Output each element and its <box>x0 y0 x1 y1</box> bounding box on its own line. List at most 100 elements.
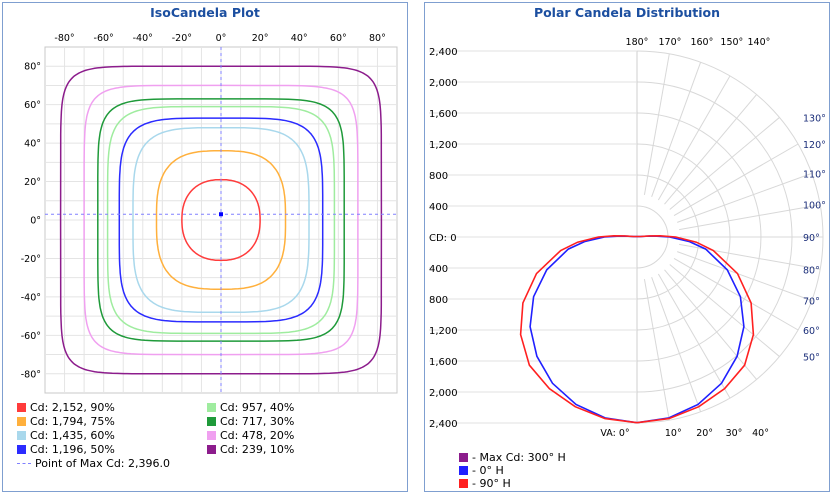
polar-right-angle: 100° <box>803 201 826 212</box>
iso-legend-item: Cd: 1,435, 60% <box>17 429 115 442</box>
iso-y-tick: 20° <box>24 177 41 188</box>
polar-curve-2 <box>519 234 755 424</box>
iso-x-tick: -60° <box>94 33 114 44</box>
polar-bottom-angle: VA: 0° <box>600 428 629 439</box>
polar-grid-spoke <box>643 53 670 195</box>
polar-chart: 2,400 2,000 1,600 1,200 800 400 CD: 0 400 800 1,2… <box>429 37 826 439</box>
iso-y-tick: -20° <box>21 254 41 265</box>
polar-top-angle: 140° <box>748 37 771 48</box>
polar-right-angle: 130° <box>803 113 826 124</box>
legend-swatch <box>207 417 216 426</box>
legend-swatch <box>459 479 468 488</box>
iso-y-tick: 0° <box>30 216 41 227</box>
polar-grid-spoke <box>664 94 757 205</box>
iso-x-tick: 0° <box>216 33 227 44</box>
polar-grid-spoke <box>651 277 702 412</box>
iso-legend-item: Cd: 1,794, 75% <box>17 415 115 428</box>
isocandela-chart: -80° -60° -40° -20° 0° 20° 40° 60° 80° 80° 60° 40° 2… <box>21 33 398 394</box>
iso-legend-item: Cd: 239, 10% <box>207 443 294 456</box>
polar-cd-label: 1,200 <box>429 140 458 151</box>
legend-swatch <box>207 431 216 440</box>
legend-swatch <box>459 466 468 475</box>
iso-contour-90 <box>181 178 261 262</box>
iso-contour-40 <box>106 105 336 335</box>
iso-y-tick: -80° <box>21 369 41 380</box>
legend-swatch <box>17 431 26 440</box>
legend-label: - Max Cd: 300° H <box>472 451 566 464</box>
legend-swatch <box>17 417 26 426</box>
legend-swatch <box>459 453 468 462</box>
iso-x-tick: -40° <box>133 33 153 44</box>
iso-legend-item: Cd: 1,196, 50% <box>17 443 115 456</box>
polar-cd-label: 1,600 <box>429 357 458 368</box>
legend-label: Cd: 1,435, 60% <box>30 429 115 442</box>
polar-cd-label: 800 <box>429 171 448 182</box>
legend-swatch <box>17 445 26 454</box>
iso-contour-60 <box>132 126 310 314</box>
polar-legend-item: - 90° H <box>459 477 511 490</box>
polar-right-angle: 110° <box>803 169 826 180</box>
legend-label: Cd: 717, 30% <box>220 415 295 428</box>
iso-y-tick: 40° <box>24 139 41 150</box>
polar-top-angle: 180° <box>626 37 649 48</box>
iso-contour-50 <box>118 117 324 323</box>
iso-legend-item: Cd: 2,152, 90% <box>17 401 115 414</box>
polar-top-angle: 170° <box>658 37 681 48</box>
iso-x-tick: 80° <box>369 33 386 44</box>
iso-x-tick: 40° <box>291 33 308 44</box>
polar-cd-label: 400 <box>429 202 448 213</box>
iso-x-tick: -20° <box>172 33 192 44</box>
legend-swatch <box>207 445 216 454</box>
polar-grid-spoke <box>657 75 731 201</box>
legend-swatch <box>207 403 216 412</box>
legend-label: Cd: 239, 10% <box>220 443 295 456</box>
iso-y-tick: 60° <box>24 100 41 111</box>
polar-grid-spoke <box>677 172 812 223</box>
polar-cd-label: CD: 0 <box>429 233 457 244</box>
iso-contour-10 <box>59 65 383 375</box>
polar-grid-spoke <box>664 269 757 380</box>
iso-legend-item: Cd: 957, 40% <box>207 401 294 414</box>
polar-grid-spoke <box>679 243 821 270</box>
iso-legend-item: Cd: 717, 30% <box>207 415 294 428</box>
polar-grid-spoke <box>651 62 702 197</box>
polar-cd-label: 2,000 <box>429 388 458 399</box>
iso-title: IsoCandela Plot <box>150 5 260 20</box>
polar-grid-spoke <box>673 257 799 331</box>
iso-y-tick: 80° <box>24 62 41 73</box>
polar-right-angle: 60° <box>803 326 820 337</box>
polar-right-angle: 50° <box>803 353 820 364</box>
legend-label: Cd: 957, 40% <box>220 401 295 414</box>
polar-grid-spoke <box>677 251 812 302</box>
polar-grid-spoke <box>679 204 821 231</box>
polar-grid-spoke <box>643 279 670 421</box>
polar-legend-item: - 0° H <box>459 464 504 477</box>
iso-contour-75 <box>155 150 287 290</box>
polar-cd-label: 1,200 <box>429 326 458 337</box>
polar-cd-label: 2,400 <box>429 47 458 58</box>
legend-label: Cd: 478, 20% <box>220 429 295 442</box>
polar-right-angle: 70° <box>803 297 820 308</box>
polar-cd-label: 2,000 <box>429 78 458 89</box>
legend-label: Cd: 1,196, 50% <box>30 443 115 456</box>
polar-cd-label: 1,600 <box>429 109 458 120</box>
polar-legend-item: - Max Cd: 300° H <box>459 451 566 464</box>
iso-legend-max-point: Point of Max Cd: 2,396.0 <box>17 457 170 470</box>
polar-grid-spoke <box>673 143 799 217</box>
legend-label: Cd: 2,152, 90% <box>30 401 115 414</box>
polar-top-angle: 150° <box>720 37 743 48</box>
polar-bottom-angle: 40° <box>752 428 769 439</box>
iso-x-tick: 20° <box>252 33 269 44</box>
polar-grid-spoke <box>669 117 780 210</box>
polar-grid-spoke <box>657 273 731 399</box>
max-point-marker <box>219 212 223 217</box>
isocandela-panel: IsoCandela Plot -80° -60° -40° -20° 0° 20° 40°… <box>2 2 408 492</box>
legend-label: - 90° H <box>472 477 511 490</box>
iso-legend-item: Cd: 478, 20% <box>207 429 294 442</box>
legend-label: - 0° H <box>472 464 504 477</box>
polar-top-angle: 160° <box>690 37 713 48</box>
polar-cd-label: 400 <box>429 264 448 275</box>
polar-right-angle: 90° <box>803 233 820 244</box>
iso-contour-30 <box>97 98 345 342</box>
legend-swatch <box>17 403 26 412</box>
